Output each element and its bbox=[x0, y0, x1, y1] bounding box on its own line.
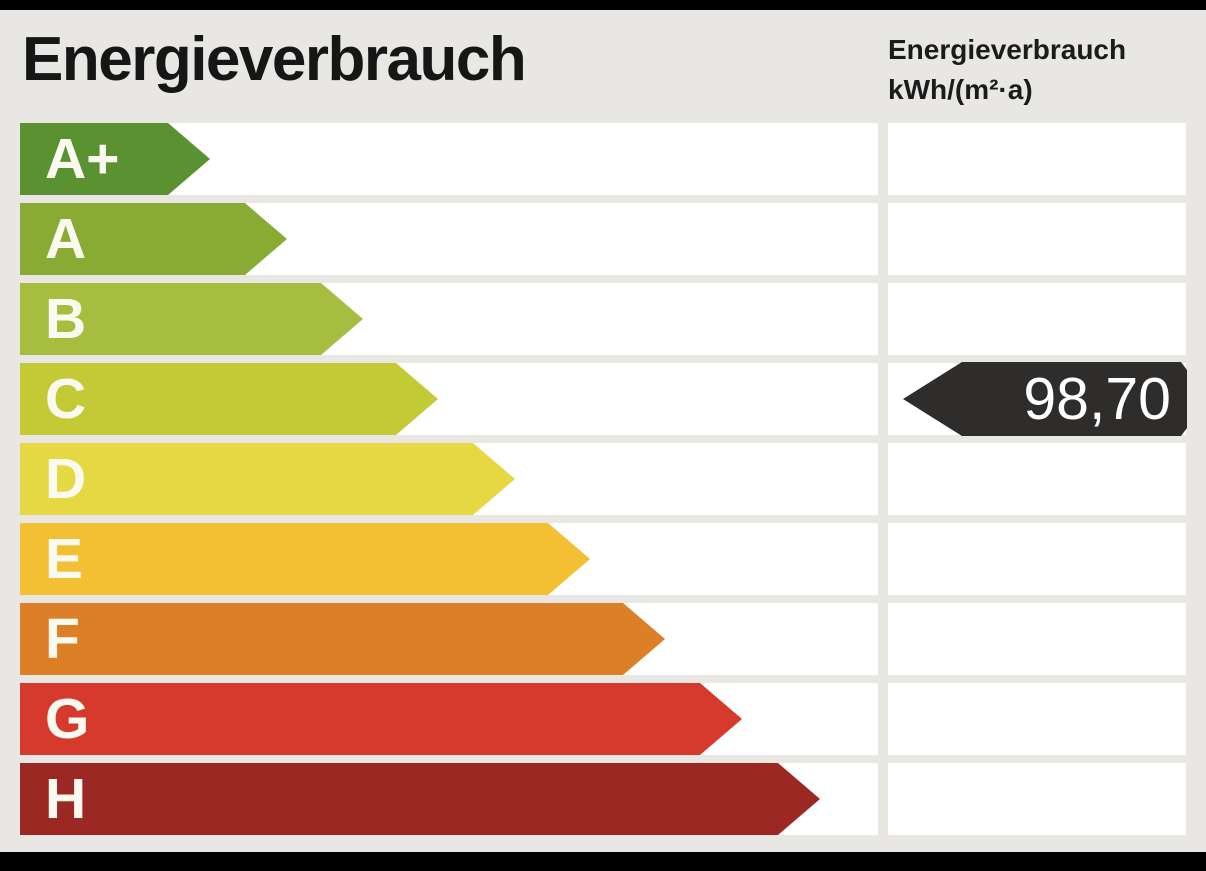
rating-letter: G bbox=[45, 686, 90, 751]
value-arrow: 98,70 bbox=[903, 362, 1187, 436]
value-column-cell bbox=[888, 283, 1186, 355]
unit-header-line1: Energieverbrauch bbox=[888, 34, 1127, 65]
scale-row: G bbox=[20, 683, 1186, 755]
value-column-cell bbox=[888, 683, 1186, 755]
page-title: Energieverbrauch bbox=[22, 25, 527, 94]
rating-arrow: D bbox=[20, 443, 515, 515]
rating-arrow: B bbox=[20, 283, 363, 355]
rating-arrow: A+ bbox=[20, 123, 210, 195]
scale-row: B bbox=[20, 283, 1186, 355]
value-column-cell bbox=[888, 443, 1186, 515]
unit-header-line2: kWh/(m²·a) bbox=[888, 74, 1033, 105]
scale-row: A bbox=[20, 203, 1186, 275]
value-column-cell bbox=[888, 603, 1186, 675]
rating-arrow: C bbox=[20, 363, 438, 435]
rating-letter: E bbox=[45, 526, 84, 591]
rating-letter: D bbox=[45, 446, 87, 511]
consumption-value: 98,70 bbox=[1023, 365, 1171, 432]
value-column-cell bbox=[888, 123, 1186, 195]
rating-arrow: F bbox=[20, 603, 665, 675]
rating-arrow: A bbox=[20, 203, 287, 275]
rating-letter: F bbox=[45, 606, 80, 671]
rating-arrow: E bbox=[20, 523, 590, 595]
scale-row: E bbox=[20, 523, 1186, 595]
rating-letter: B bbox=[45, 286, 87, 351]
rating-arrow: H bbox=[20, 763, 820, 835]
rating-letter: A bbox=[45, 206, 87, 271]
rating-letter: C bbox=[45, 366, 87, 431]
unit-header: Energieverbrauch kWh/(m²·a) bbox=[888, 30, 1126, 110]
scale-row: F bbox=[20, 603, 1186, 675]
energy-scale: A+ A B C D E bbox=[20, 123, 1186, 843]
scale-row: D bbox=[20, 443, 1186, 515]
value-column-cell bbox=[888, 763, 1186, 835]
rating-letter: A+ bbox=[45, 126, 120, 191]
value-column-cell bbox=[888, 203, 1186, 275]
top-frame-bar bbox=[0, 0, 1206, 10]
bottom-frame-bar bbox=[0, 852, 1206, 871]
scale-row: H bbox=[20, 763, 1186, 835]
rating-arrow: G bbox=[20, 683, 742, 755]
scale-row: A+ bbox=[20, 123, 1186, 195]
rating-letter: H bbox=[45, 766, 87, 831]
value-column-cell bbox=[888, 523, 1186, 595]
